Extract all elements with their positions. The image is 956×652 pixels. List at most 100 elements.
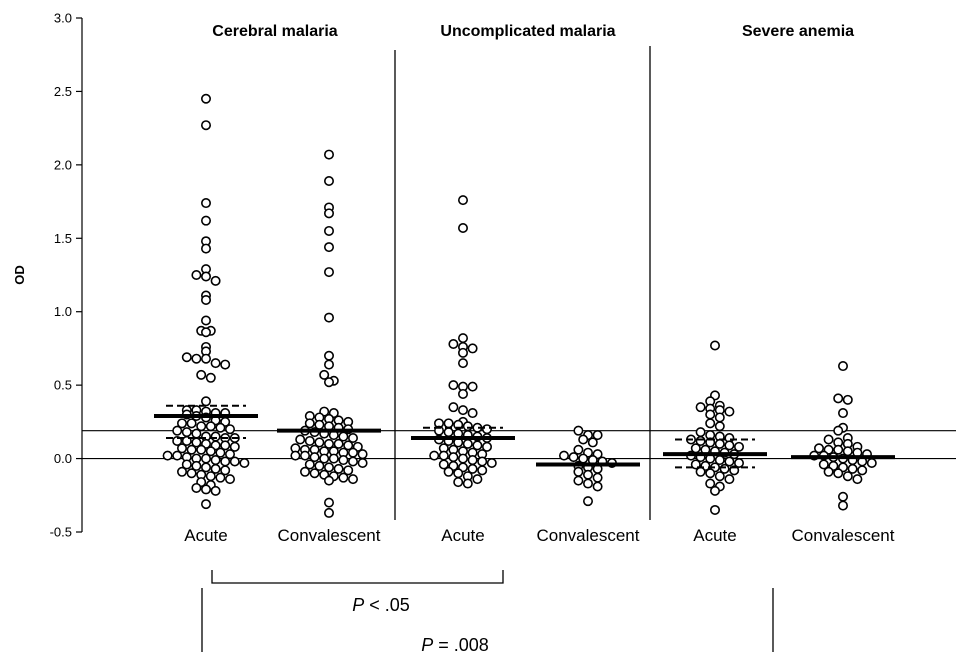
data-points (162, 93, 877, 518)
data-point (582, 469, 593, 480)
data-point (323, 208, 334, 219)
comparison-brackets: P < .05 P = .008 (201, 570, 774, 652)
data-point (295, 434, 306, 445)
data-point (210, 463, 221, 474)
data-point (733, 441, 744, 452)
data-point (443, 466, 454, 477)
data-point (695, 402, 706, 413)
data-point (229, 441, 240, 452)
data-point (823, 434, 834, 445)
data-point (304, 459, 315, 470)
data-point (225, 474, 236, 485)
data-point (818, 459, 829, 470)
data-point (866, 457, 877, 468)
data-point (467, 463, 478, 474)
y-axis: -0.5 0.0 0.5 1.0 1.5 2.0 2.5 3.0 OD (12, 11, 83, 540)
data-point (347, 447, 358, 458)
category-label: Acute (184, 526, 227, 545)
group-label: Severe anemia (742, 23, 854, 40)
data-point (172, 425, 183, 436)
data-point (323, 149, 334, 160)
data-point (201, 120, 212, 131)
data-point (314, 437, 325, 448)
data-point (210, 485, 221, 496)
data-point (443, 427, 454, 438)
category-label: Convalescent (277, 526, 380, 545)
data-point (201, 499, 212, 510)
data-point (210, 455, 221, 466)
data-point (201, 453, 212, 464)
data-point (229, 456, 240, 467)
data-point (813, 443, 824, 454)
data-point (347, 456, 358, 467)
comparison-bracket (201, 588, 774, 652)
data-point (186, 468, 197, 479)
data-point (467, 381, 478, 392)
data-point (201, 215, 212, 226)
data-point (314, 460, 325, 471)
data-point (304, 435, 315, 446)
data-point (186, 444, 197, 455)
data-point (328, 453, 339, 464)
data-point (477, 456, 488, 467)
data-point (220, 456, 231, 467)
data-point (347, 474, 358, 485)
data-point (695, 427, 706, 438)
category-label: Acute (693, 526, 736, 545)
data-point (714, 471, 725, 482)
y-tick-label: -0.5 (50, 525, 72, 540)
data-point (323, 312, 334, 323)
data-point (191, 460, 202, 471)
data-point (333, 438, 344, 449)
data-point (196, 369, 207, 380)
data-point (573, 475, 584, 486)
data-point (215, 447, 226, 458)
data-point (486, 457, 497, 468)
data-point (162, 450, 173, 461)
data-point (191, 353, 202, 364)
category-labels: Acute Convalescent Acute Convalescent Acute C… (184, 526, 895, 545)
data-point (172, 450, 183, 461)
data-point (724, 406, 735, 417)
data-point (299, 466, 310, 477)
data-point (558, 450, 569, 461)
data-point (833, 393, 844, 404)
median-lines (154, 404, 895, 469)
data-point (592, 481, 603, 492)
data-point (695, 466, 706, 477)
data-point (448, 402, 459, 413)
data-point (705, 418, 716, 429)
data-point (438, 459, 449, 470)
data-point (181, 427, 192, 438)
data-point (457, 453, 468, 464)
data-point (323, 507, 334, 518)
data-point (201, 93, 212, 104)
data-point (573, 444, 584, 455)
data-point (357, 449, 368, 460)
group-labels: Cerebral malaria Uncomplicated malaria Sev… (212, 23, 854, 40)
data-point (215, 472, 226, 483)
data-point (304, 418, 315, 429)
data-point (709, 504, 720, 515)
data-point (177, 443, 188, 454)
data-point (837, 361, 848, 372)
data-point (453, 477, 464, 488)
data-point (724, 456, 735, 467)
data-point (448, 452, 459, 463)
data-point (177, 466, 188, 477)
data-point (587, 437, 598, 448)
comparison-bracket (211, 570, 504, 584)
data-point (333, 463, 344, 474)
data-point (319, 453, 330, 464)
data-point (457, 195, 468, 206)
data-point (457, 223, 468, 234)
data-point (457, 347, 468, 358)
data-point (319, 369, 330, 380)
data-point (448, 339, 459, 350)
data-point (196, 421, 207, 432)
data-point (323, 377, 334, 388)
data-point (714, 412, 725, 423)
data-point (573, 466, 584, 477)
p-value-label: P = .008 (421, 635, 489, 652)
